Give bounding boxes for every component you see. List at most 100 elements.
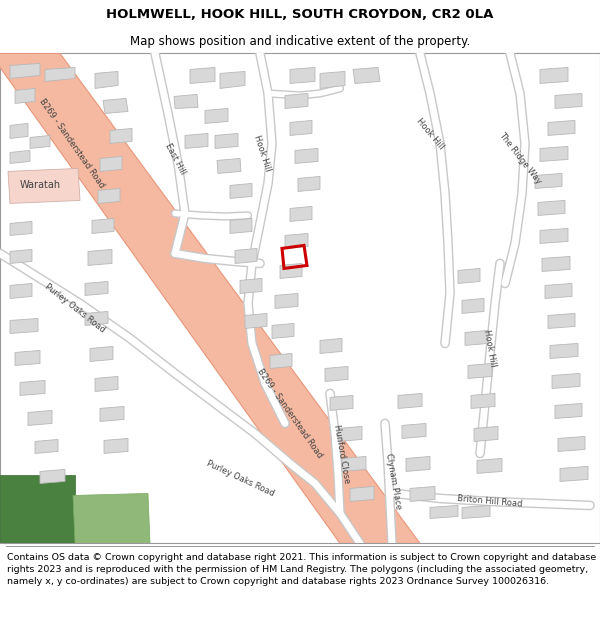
Polygon shape (10, 318, 38, 333)
Text: Contains OS data © Crown copyright and database right 2021. This information is : Contains OS data © Crown copyright and d… (7, 554, 596, 586)
Polygon shape (290, 206, 312, 221)
Polygon shape (205, 109, 228, 123)
Polygon shape (555, 404, 582, 418)
Polygon shape (98, 188, 120, 203)
Polygon shape (540, 68, 568, 83)
Polygon shape (320, 71, 345, 88)
Polygon shape (290, 68, 315, 83)
Text: Hook Hill: Hook Hill (482, 329, 497, 367)
Polygon shape (272, 323, 294, 338)
Polygon shape (552, 373, 580, 388)
Polygon shape (110, 128, 132, 143)
Polygon shape (0, 476, 75, 543)
Polygon shape (185, 133, 208, 148)
Polygon shape (342, 456, 366, 471)
Polygon shape (174, 94, 198, 109)
Text: The Ridge Way: The Ridge Way (497, 131, 543, 186)
Text: Clynam Place: Clynam Place (383, 452, 403, 510)
Polygon shape (548, 313, 575, 328)
Polygon shape (474, 426, 498, 441)
Polygon shape (95, 71, 118, 88)
Polygon shape (560, 466, 588, 481)
Polygon shape (230, 183, 252, 198)
Polygon shape (285, 233, 308, 248)
Polygon shape (215, 133, 238, 148)
Polygon shape (30, 136, 50, 148)
Polygon shape (10, 63, 40, 78)
Polygon shape (545, 283, 572, 298)
Polygon shape (406, 456, 430, 471)
Polygon shape (462, 298, 484, 313)
Polygon shape (100, 406, 124, 421)
Polygon shape (92, 218, 114, 233)
Polygon shape (338, 426, 362, 441)
Polygon shape (275, 293, 298, 308)
Polygon shape (217, 158, 241, 173)
Text: B269 - Sanderstead Road: B269 - Sanderstead Road (256, 367, 325, 460)
Polygon shape (35, 439, 58, 453)
Polygon shape (325, 366, 348, 381)
Polygon shape (235, 248, 257, 263)
Polygon shape (45, 68, 75, 81)
Polygon shape (73, 493, 150, 543)
Text: Purley Oaks Road: Purley Oaks Road (43, 282, 107, 335)
Polygon shape (550, 343, 578, 358)
Polygon shape (548, 121, 575, 136)
Polygon shape (240, 278, 262, 293)
Polygon shape (398, 394, 422, 409)
Polygon shape (10, 283, 32, 298)
Polygon shape (410, 486, 435, 501)
Polygon shape (10, 123, 28, 138)
Polygon shape (430, 506, 458, 518)
Text: Waratah: Waratah (19, 181, 61, 191)
Polygon shape (230, 218, 252, 233)
Polygon shape (298, 176, 320, 191)
Text: Hook Hill: Hook Hill (415, 116, 446, 151)
Polygon shape (280, 263, 302, 278)
Polygon shape (320, 338, 342, 353)
Polygon shape (88, 249, 112, 266)
Polygon shape (458, 268, 480, 283)
Text: Purley Oaks Road: Purley Oaks Road (205, 459, 275, 498)
Polygon shape (465, 331, 488, 346)
Polygon shape (290, 121, 312, 136)
Text: East Hill: East Hill (163, 141, 187, 176)
Polygon shape (190, 68, 215, 83)
Polygon shape (104, 438, 128, 453)
Text: Map shows position and indicative extent of the property.: Map shows position and indicative extent… (130, 35, 470, 48)
Polygon shape (28, 411, 52, 426)
Text: B269 - Sanderstead Road: B269 - Sanderstead Road (38, 97, 106, 190)
Text: Briton Hill Road: Briton Hill Road (457, 494, 523, 509)
Polygon shape (90, 346, 113, 361)
Polygon shape (402, 423, 426, 438)
Polygon shape (471, 394, 495, 409)
Polygon shape (15, 351, 40, 366)
Polygon shape (85, 311, 108, 326)
Polygon shape (220, 71, 245, 88)
Polygon shape (558, 436, 585, 451)
Polygon shape (245, 313, 267, 328)
Polygon shape (468, 363, 492, 378)
Polygon shape (538, 201, 565, 216)
Polygon shape (462, 506, 490, 518)
Text: HOLMWELL, HOOK HILL, SOUTH CROYDON, CR2 0LA: HOLMWELL, HOOK HILL, SOUTH CROYDON, CR2 … (106, 8, 494, 21)
Polygon shape (10, 249, 32, 263)
Polygon shape (8, 168, 80, 203)
Polygon shape (330, 396, 353, 411)
Polygon shape (85, 281, 108, 296)
Polygon shape (20, 381, 45, 396)
Text: Hunford Close: Hunford Close (332, 423, 352, 484)
Polygon shape (285, 93, 308, 109)
Polygon shape (40, 469, 65, 483)
Polygon shape (270, 353, 292, 368)
Polygon shape (10, 151, 30, 163)
Polygon shape (477, 458, 502, 473)
Polygon shape (15, 88, 35, 103)
Polygon shape (95, 376, 118, 391)
Polygon shape (350, 486, 374, 501)
Text: Hook Hill: Hook Hill (252, 134, 272, 172)
Polygon shape (0, 53, 420, 543)
Polygon shape (10, 221, 32, 236)
Polygon shape (542, 256, 570, 271)
Polygon shape (295, 148, 318, 163)
